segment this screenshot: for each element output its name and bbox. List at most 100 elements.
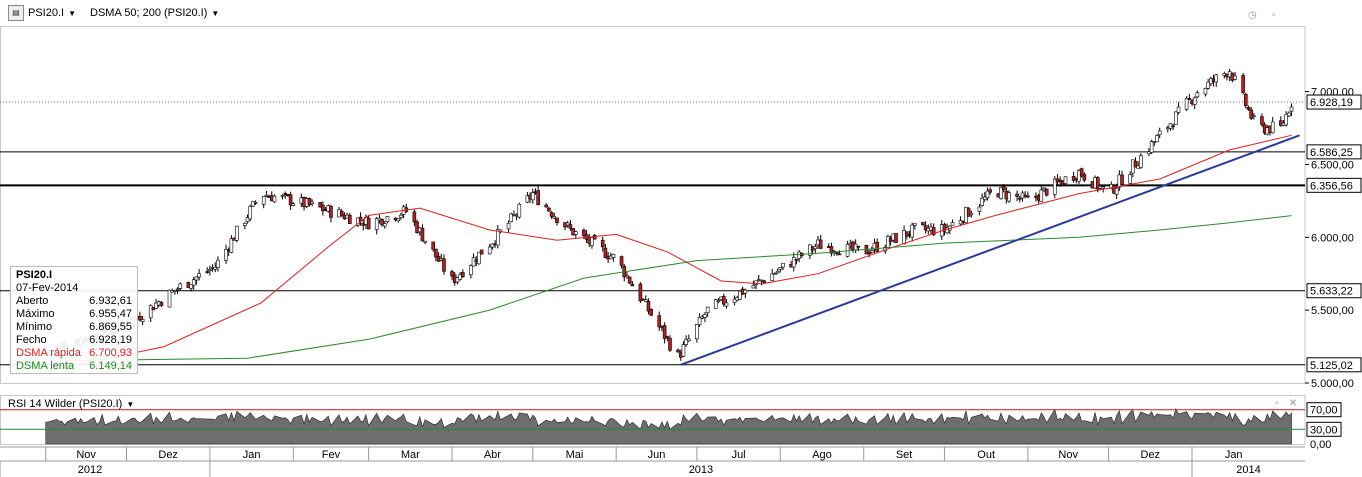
candle-body — [374, 218, 379, 230]
rsi-label: RSI 14 Wilder (PSI20.I) — [8, 398, 123, 410]
candle-body — [197, 273, 201, 278]
candle-body — [894, 233, 898, 243]
candle-body — [234, 225, 239, 241]
candle-body — [977, 206, 982, 212]
candle-body — [722, 296, 726, 305]
clock-icon[interactable]: ◷ — [1248, 10, 1257, 21]
candle-body — [1120, 174, 1124, 185]
candle-body — [592, 235, 597, 240]
candle-body — [1252, 115, 1256, 118]
candle-body — [751, 285, 756, 289]
candle-body — [724, 302, 729, 307]
candle-body — [138, 316, 142, 321]
month-label: Out — [977, 449, 995, 461]
candle-body — [1017, 197, 1022, 200]
candle-body — [1187, 98, 1192, 100]
candle-body — [845, 243, 850, 257]
candle-body — [969, 213, 974, 216]
candle-body — [1260, 116, 1264, 125]
rsi-panel-border — [0, 395, 1306, 445]
month-label: Mai — [566, 449, 584, 461]
y-tick-label: 6.000,00 — [1311, 232, 1354, 244]
candle-body — [565, 222, 570, 226]
candle-body — [781, 262, 785, 268]
price-level-label: 6.356,56 — [1310, 180, 1353, 192]
candle-body — [770, 273, 775, 281]
candle-body — [676, 349, 680, 353]
candle-body — [627, 276, 632, 284]
candle-body — [904, 231, 909, 237]
candle-body — [318, 202, 322, 208]
candle-body — [1096, 177, 1100, 190]
candle-body — [582, 229, 586, 237]
rsi-selector[interactable]: RSI 14 Wilder (PSI20.I) ▼ — [8, 398, 134, 410]
info-row-value: 6.149,14 — [89, 360, 132, 372]
indicator-selector[interactable]: DSMA 50; 200 (PSI20.I) ▼ — [90, 7, 219, 19]
candle-body — [307, 198, 312, 206]
candle-body — [945, 227, 949, 234]
candle-body — [619, 256, 624, 266]
candle-body — [1063, 176, 1068, 184]
chevron-down-icon: ▼ — [68, 8, 76, 18]
price-level-label: 6.586,25 — [1310, 147, 1353, 159]
candle-body — [1007, 192, 1011, 202]
candle-body — [469, 265, 473, 276]
candle-body — [356, 217, 360, 226]
candle-body — [216, 259, 220, 268]
candle-body — [517, 203, 522, 218]
candle-body — [1249, 109, 1253, 119]
info-title: PSI20.I — [16, 269, 53, 281]
candle-body — [1214, 74, 1219, 83]
candle-body — [590, 237, 594, 246]
restore-icon[interactable]: ▫ — [1275, 398, 1279, 409]
candle-body — [921, 222, 925, 225]
info-row: DSMA lenta 6.149,14 — [16, 360, 132, 373]
y-tick-label: 5.500,00 — [1311, 305, 1354, 317]
restore-icon[interactable]: ▫ — [1272, 10, 1276, 21]
info-row-label: Aberto — [16, 295, 49, 307]
candle-body — [668, 337, 672, 351]
candle-body — [191, 279, 196, 286]
candle-body — [611, 254, 616, 258]
price-level-label: 6.928,19 — [1310, 97, 1353, 109]
month-label: Mar — [401, 449, 420, 461]
candle-body — [1039, 189, 1044, 202]
info-rows: Aberto 6.932,61 Máximo 6.955,47 Mínimo 6.869,… — [16, 295, 132, 373]
candle-body — [1246, 107, 1251, 110]
info-row-label: Mínimo — [16, 321, 53, 333]
candle-body — [875, 241, 879, 252]
candle-body — [1128, 174, 1132, 184]
candle-body — [1192, 97, 1197, 105]
y-tick-label: 5.000,00 — [1311, 378, 1354, 390]
year-label: 2012 — [78, 464, 102, 476]
month-label: Jul — [732, 449, 746, 461]
candles — [43, 68, 1294, 361]
candle-body — [829, 246, 834, 254]
month-label: Jun — [648, 449, 666, 461]
year-label: 2013 — [689, 464, 713, 476]
candle-body — [251, 200, 255, 207]
candle-body — [229, 238, 234, 253]
close-icon[interactable]: ✕ — [1289, 398, 1298, 409]
candle-body — [167, 289, 172, 308]
symbol-selector[interactable]: ▤ PSI20.I ▼ — [8, 5, 76, 21]
candle-body — [630, 283, 635, 287]
candle-body — [665, 336, 670, 338]
info-row: Aberto 6.932,61 — [16, 295, 132, 308]
candle-body — [649, 309, 653, 316]
candle-body — [638, 283, 643, 302]
candle-body — [773, 273, 777, 275]
candle-body — [423, 240, 427, 243]
candle-body — [272, 195, 277, 203]
candle-body — [646, 301, 651, 312]
rsi-tick-label: 70,00 — [1310, 405, 1338, 417]
candle-body — [1071, 176, 1076, 181]
month-label: Jan — [1225, 449, 1243, 461]
candle-body — [399, 214, 403, 218]
data-window: PSI20.I 07-Fev-2014 Aberto 6.932,61 Máximo… — [10, 266, 138, 374]
candle-body — [280, 195, 285, 197]
year-label: 2014 — [1236, 464, 1260, 476]
info-row-value: 6.928,19 — [89, 334, 132, 346]
candle-body — [910, 224, 914, 238]
